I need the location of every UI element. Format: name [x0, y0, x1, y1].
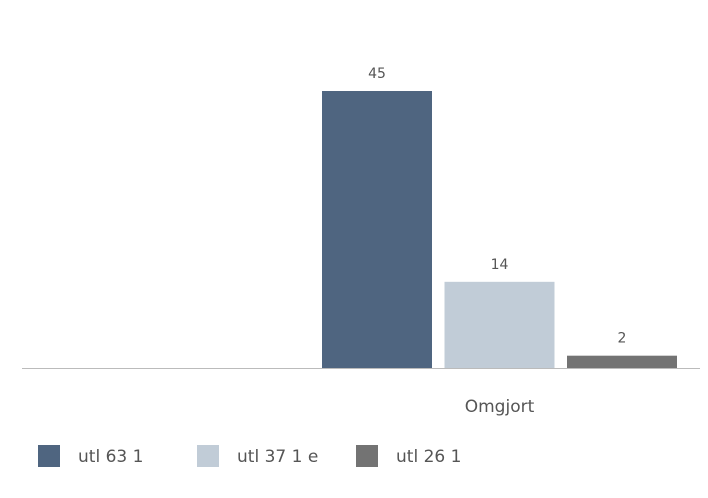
legend-swatch: [197, 445, 219, 467]
data-label: 2: [618, 331, 627, 347]
data-label: 45: [368, 66, 386, 82]
legend-swatch: [356, 445, 378, 467]
bar: [444, 281, 555, 368]
x-tick-label: Omgjort: [465, 397, 535, 417]
legend-label: utl 26 1: [396, 447, 461, 467]
bar: [567, 355, 677, 368]
legend-swatch: [38, 445, 60, 467]
legend-label: utl 63 1: [78, 447, 143, 467]
data-label: 14: [491, 257, 509, 273]
legend-label: utl 37 1 e: [237, 447, 318, 467]
bar: [322, 91, 432, 368]
